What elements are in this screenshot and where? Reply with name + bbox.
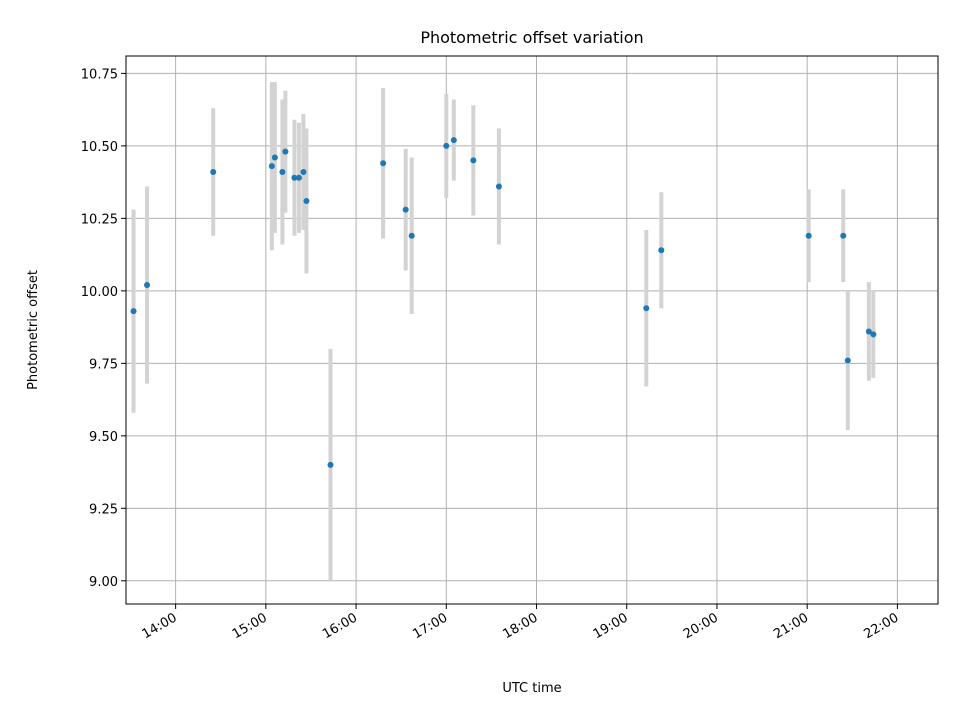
grid <box>126 56 938 604</box>
data-point <box>402 206 409 213</box>
data-point <box>443 142 450 149</box>
data-point <box>844 357 851 364</box>
y-tick-label: 9.50 <box>89 430 118 445</box>
data-point <box>658 247 665 254</box>
data-point <box>643 305 650 312</box>
y-tick-label: 10.50 <box>81 140 118 155</box>
data-point <box>144 282 151 289</box>
y-tick-label: 10.75 <box>81 67 118 82</box>
data-point <box>295 174 302 181</box>
y-tick-label: 10.00 <box>81 285 118 300</box>
data-point <box>291 174 298 181</box>
data-point <box>450 137 457 144</box>
y-axis: 9.00 9.25 9.50 9.75 10.00 10.25 10.50 10.75 <box>81 67 126 590</box>
data-point <box>870 331 877 338</box>
data-points <box>130 137 877 468</box>
data-point <box>380 160 387 167</box>
data-point <box>282 148 289 155</box>
data-point <box>271 154 278 161</box>
y-tick-label: 10.25 <box>81 212 118 227</box>
data-point <box>300 168 307 175</box>
data-point <box>805 232 812 239</box>
y-tick-label: 9.00 <box>89 575 118 590</box>
plot-frame <box>125 55 939 605</box>
data-point <box>279 168 286 175</box>
data-point <box>268 163 275 170</box>
data-point <box>495 183 502 190</box>
y-tick-label: 9.25 <box>89 502 118 517</box>
data-point <box>327 461 334 468</box>
data-point <box>130 308 137 315</box>
y-tick-label: 9.75 <box>89 357 118 372</box>
data-point <box>408 232 415 239</box>
x-axis-label: UTC time <box>502 681 561 696</box>
data-point <box>840 232 847 239</box>
data-point <box>303 197 310 204</box>
chart-title: Photometric offset variation <box>420 28 643 47</box>
data-point <box>865 328 872 335</box>
y-axis-label: Photometric offset <box>26 270 41 390</box>
data-point <box>210 168 217 175</box>
data-point <box>470 157 477 164</box>
